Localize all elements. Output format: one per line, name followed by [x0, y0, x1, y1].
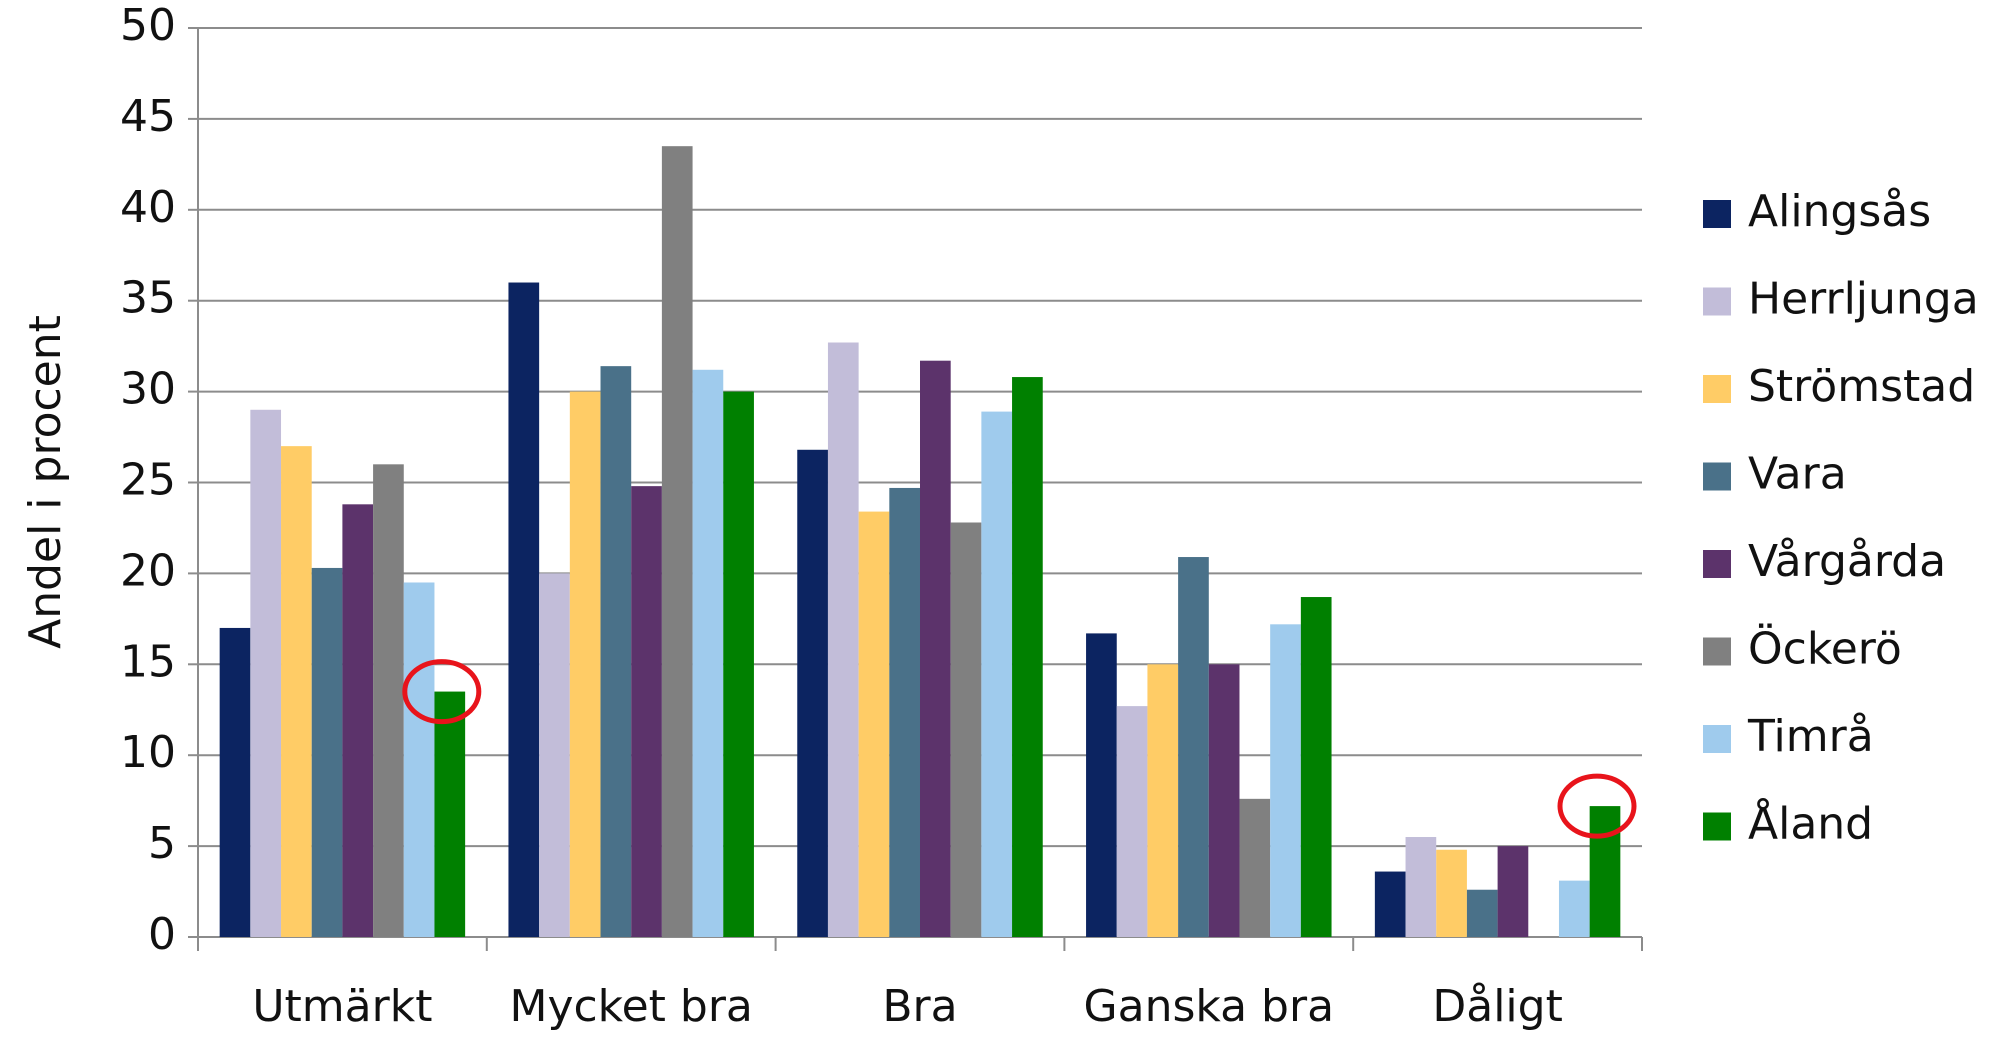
- highlight-circle: [402, 659, 482, 725]
- bar: [1178, 557, 1209, 937]
- bar: [950, 522, 982, 937]
- y-tick-label: 5: [148, 818, 176, 869]
- legend-swatch: [1703, 375, 1731, 403]
- legend-label: Strömstad: [1748, 361, 1975, 412]
- y-tick-label: 25: [120, 455, 176, 506]
- x-tick-label: Mycket bra: [509, 981, 752, 1032]
- x-tick-label: Utmärkt: [252, 981, 432, 1032]
- y-tick-label: 10: [120, 727, 176, 778]
- bar: [1147, 664, 1179, 937]
- bar: [1208, 664, 1240, 937]
- bar: [889, 487, 920, 937]
- bar: [1270, 624, 1301, 937]
- highlight-circle: [1557, 773, 1637, 839]
- bar: [920, 360, 951, 938]
- legend-label: Vara: [1748, 449, 1847, 500]
- bar: [1116, 706, 1148, 937]
- bar: [1497, 846, 1529, 937]
- bar: [342, 504, 374, 937]
- bar: [723, 391, 754, 938]
- bar: [311, 567, 343, 937]
- bar: [1300, 597, 1332, 937]
- legend-swatch: [1703, 725, 1731, 753]
- x-tick-label: Ganska bra: [1084, 981, 1335, 1032]
- bar: [1466, 889, 1498, 937]
- bar: [434, 691, 466, 937]
- y-axis-label: Andel i procent: [20, 315, 71, 649]
- bar: [692, 369, 724, 937]
- bar: [797, 449, 828, 937]
- legend-swatch: [1703, 200, 1731, 228]
- bar: [219, 627, 251, 937]
- bar: [250, 409, 282, 937]
- bar: [1239, 798, 1271, 937]
- legend-label: Åland: [1748, 797, 1873, 850]
- x-tick-label: Dåligt: [1432, 981, 1562, 1032]
- bar: [1086, 633, 1117, 937]
- legend-label: Herrljunga: [1748, 274, 1979, 325]
- bar: [1589, 806, 1621, 937]
- bar: [827, 342, 859, 937]
- bar: [1405, 837, 1437, 937]
- bar: [373, 464, 404, 937]
- bar: [539, 573, 570, 937]
- legend-label: Timrå: [1747, 711, 1874, 762]
- legend-swatch: [1703, 812, 1731, 841]
- y-tick-label: 50: [120, 0, 176, 51]
- bar: [1436, 849, 1467, 937]
- y-tick-label: 20: [120, 545, 176, 596]
- y-tick-label: 40: [120, 182, 176, 233]
- legend-swatch: [1703, 287, 1731, 316]
- bar: [661, 146, 693, 938]
- bar: [600, 366, 632, 937]
- bar: [858, 511, 890, 937]
- bar: [1012, 377, 1043, 937]
- legend-label: Alingsås: [1748, 186, 1931, 237]
- bar: [1374, 871, 1406, 937]
- y-tick-label: 30: [120, 364, 176, 415]
- y-tick-label: 35: [120, 273, 176, 324]
- y-tick-label: 45: [120, 91, 176, 142]
- y-tick-label: 15: [120, 636, 176, 687]
- legend-label: Vårgårda: [1748, 536, 1946, 587]
- bar: [403, 582, 435, 937]
- legend-swatch: [1703, 550, 1731, 578]
- bar: [1558, 880, 1590, 937]
- bar: [569, 391, 601, 938]
- x-tick-label: Bra: [882, 981, 957, 1032]
- bar: [981, 411, 1013, 937]
- bar: [631, 486, 662, 937]
- legend-swatch: [1703, 637, 1731, 666]
- y-tick-label: 0: [148, 909, 176, 960]
- legend-label: Öckerö: [1748, 623, 1902, 675]
- bar: [281, 446, 312, 937]
- bar: [508, 282, 540, 937]
- legend-swatch: [1703, 462, 1731, 491]
